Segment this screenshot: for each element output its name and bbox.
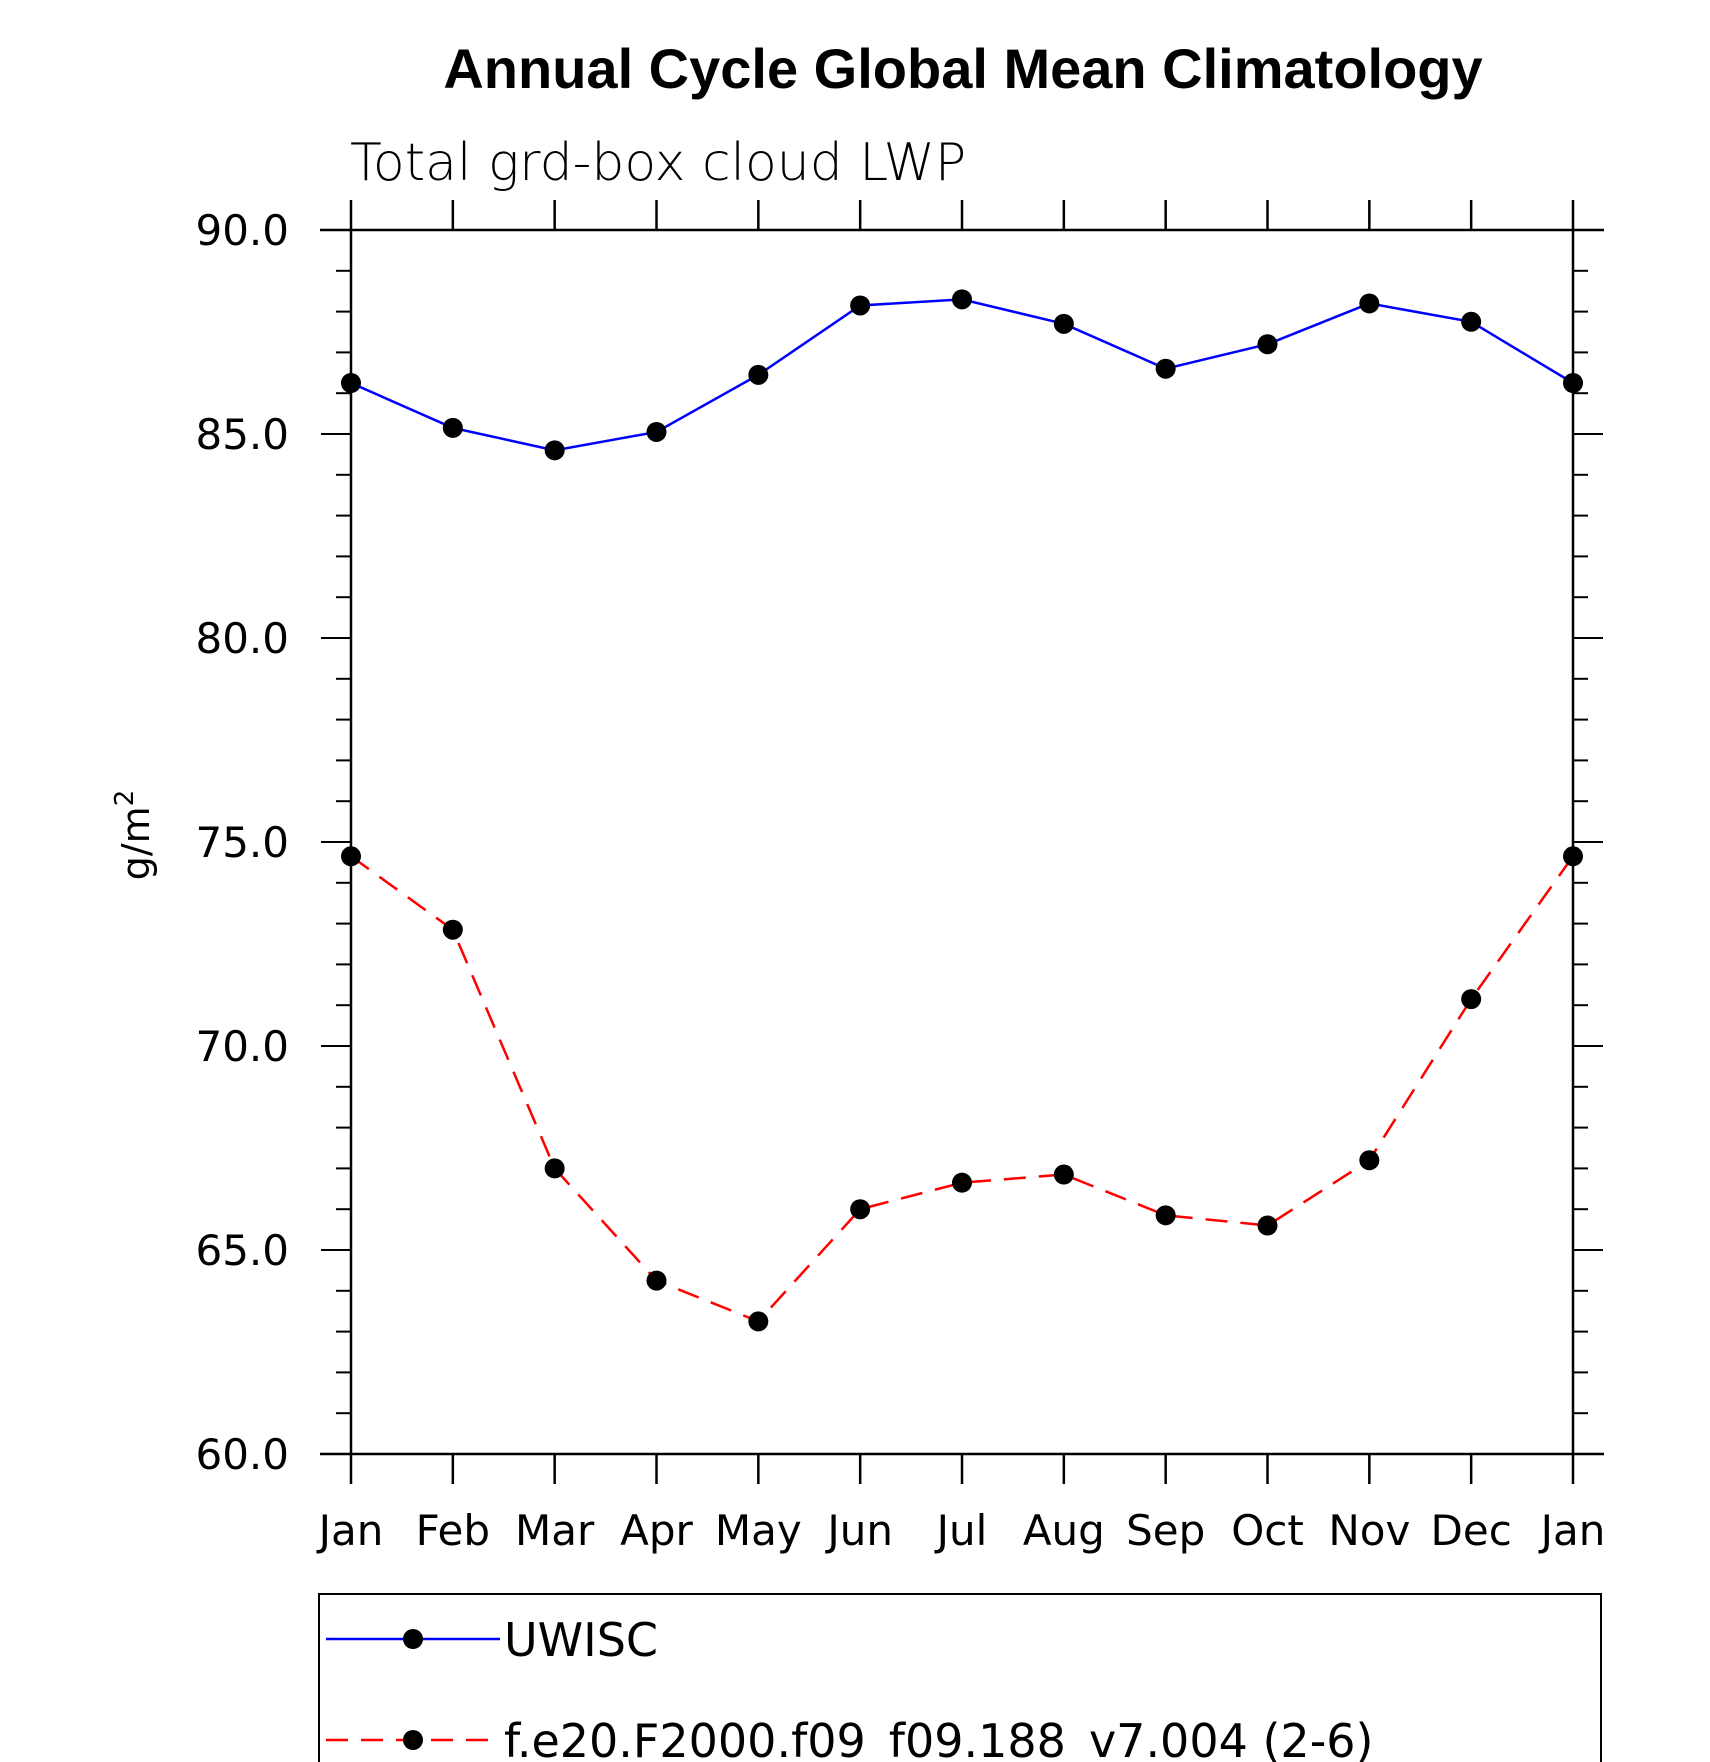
series-0-point	[952, 289, 972, 310]
series-0-point	[442, 417, 463, 438]
series-1-point	[544, 1158, 565, 1179]
series-1-point	[952, 1172, 972, 1193]
x-tick-label: Jun	[824, 1506, 893, 1555]
series-0-point	[544, 440, 565, 461]
series-1-point	[850, 1199, 871, 1220]
series-0-point	[1155, 358, 1176, 379]
y-tick-label: 85.0	[195, 410, 289, 459]
x-tick-label: Aug	[1023, 1506, 1105, 1555]
series-1-point	[1563, 846, 1583, 867]
legend-label-model: f.e20.F2000.f09_f09.188_v7.004 (2-6)	[504, 1714, 1374, 1762]
series-1-point	[1257, 1215, 1278, 1236]
series-1-point	[646, 1270, 667, 1291]
x-tick-label: Feb	[416, 1506, 490, 1555]
series-1-point	[748, 1311, 769, 1332]
series-1-point	[1155, 1205, 1176, 1226]
x-tick-label: Jan	[316, 1506, 384, 1555]
series-0-point	[1563, 373, 1583, 393]
y-tick-label: 80.0	[195, 614, 289, 663]
chart-title: Annual Cycle Global Mean Climatology	[443, 37, 1482, 100]
series-1-point	[1461, 989, 1482, 1010]
svg-text:g/m2: g/m2	[110, 790, 158, 881]
axes: Jan Feb Mar Apr May Jun Jul Aug Sep Oct Nov Dec Jan 6…	[195, 200, 1605, 1555]
series-1-point	[1053, 1164, 1074, 1185]
series-line-0	[350, 298, 1574, 452]
y-tick-label: 75.0	[195, 818, 289, 867]
series-0-point	[341, 373, 361, 393]
series-0-point	[748, 364, 769, 385]
series-0-point	[1257, 334, 1278, 355]
x-tick-label: Dec	[1431, 1506, 1512, 1555]
legend-marker-uwisc	[403, 1629, 423, 1649]
x-tick-label: Nov	[1328, 1506, 1410, 1555]
y-axis-label-superscript: 2	[110, 790, 140, 807]
legend-box	[318, 1593, 1602, 1762]
series-line-1	[350, 855, 1575, 1323]
series-1-point	[1359, 1150, 1380, 1171]
x-tick-label: May	[715, 1506, 802, 1555]
series-layer	[341, 289, 1583, 1332]
series-0-point	[1053, 313, 1074, 334]
chart-subtitle: Total grd-box cloud LWP	[350, 133, 966, 193]
series-0-point	[646, 421, 667, 442]
x-tick-label: Jan	[1538, 1506, 1606, 1555]
legend-label-uwisc: UWISC	[504, 1613, 658, 1667]
y-tick-label: 90.0	[195, 206, 289, 255]
y-tick-label: 65.0	[195, 1226, 289, 1275]
legend: UWISC f.e20.F2000.f09_f09.188_v7.004 (2-…	[318, 1593, 1602, 1762]
y-tick-label: 60.0	[195, 1430, 289, 1479]
y-axis-label: g/m2	[110, 790, 158, 881]
series-0-point	[850, 295, 871, 316]
x-tick-label: Jul	[934, 1506, 988, 1555]
y-tick-label: 70.0	[195, 1022, 289, 1071]
series-0-point	[1359, 293, 1380, 314]
series-0-point	[1461, 311, 1482, 332]
x-tick-label: Oct	[1231, 1506, 1304, 1555]
series-1-point	[341, 846, 361, 867]
y-axis-label-text: g/m	[114, 806, 158, 880]
x-tick-label: Mar	[515, 1506, 595, 1555]
x-tick-label: Apr	[620, 1506, 693, 1555]
legend-marker-model	[403, 1730, 423, 1750]
series-1-point	[442, 919, 463, 940]
x-tick-label: Sep	[1126, 1506, 1205, 1555]
